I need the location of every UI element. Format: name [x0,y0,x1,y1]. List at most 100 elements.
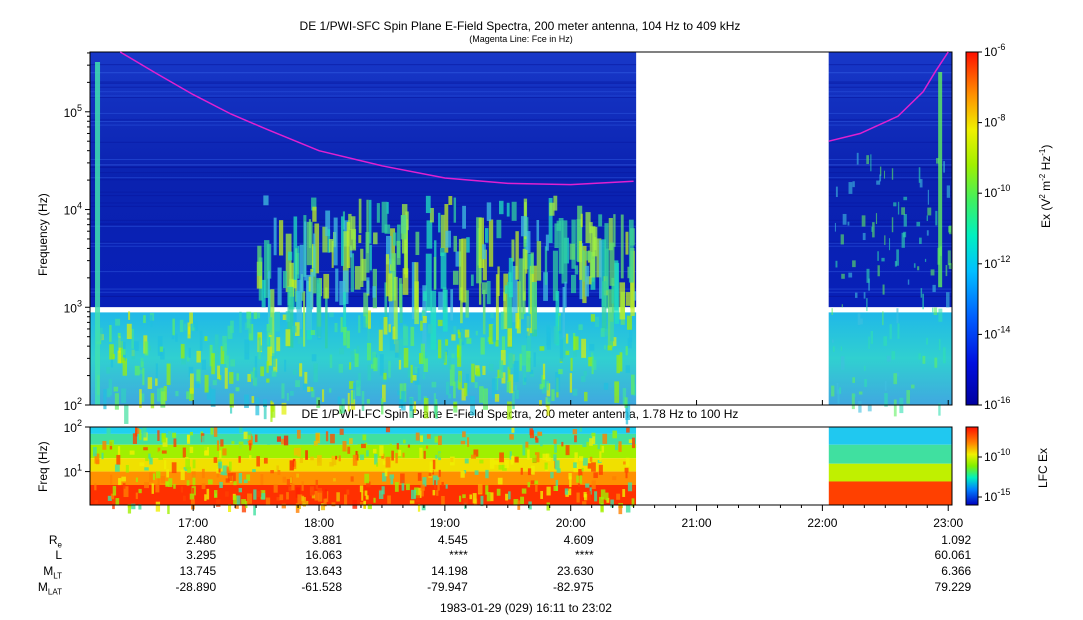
lfc-cell [360,501,365,506]
sfc-low-emission [262,399,268,408]
sfc-low-emission [379,354,384,376]
sfc-noise-line [90,159,952,161]
lfc-cell [165,481,170,487]
bottom-y-tick-label: 102 [64,418,82,435]
sfc-emission [384,282,388,332]
sfc-low-emission [251,396,255,404]
lfc-cell [148,453,151,459]
sfc-low-emission [499,360,504,378]
sfc-emission [458,239,463,301]
lfc-cell [424,454,429,458]
ephemeris-value: 3.295 [186,548,217,562]
lfc-cell [469,445,473,450]
sfc-low-emission [311,389,315,398]
lfc-cell [216,470,220,478]
sfc-low-emission [629,326,633,343]
sfc-right-emission [893,399,897,417]
sfc-right-emission [886,355,891,362]
lfc-cell [415,495,420,503]
sfc-low-emission [555,372,561,393]
lfc-cell [373,497,376,503]
sfc-low-emission [521,345,526,366]
lfc-cell [527,482,531,488]
sfc-emission [523,235,527,248]
sfc-emission [350,253,355,292]
sfc-low-emission [465,373,469,395]
sfc-low-emission [451,353,455,359]
sfc-low-emission [427,324,433,334]
lfc-cell [139,429,142,440]
sfc-emission [585,212,591,244]
lfc-cell [420,435,423,442]
sfc-low-emission [294,322,300,337]
sfc-low-emission [466,338,472,344]
sfc-low-emission [588,357,593,367]
sfc-low-emission [150,393,155,409]
lfc-cell [496,488,501,496]
sfc-low-emission [328,312,334,318]
sfc-low-emission [530,372,534,377]
lfc-cell [241,502,247,513]
sfc-low-emission [259,345,264,351]
lfc-cell [157,478,160,485]
sfc-low-emission [562,337,566,359]
sfc-emission [361,258,367,281]
sfc-noise-line [90,241,952,243]
sfc-right-emission [896,249,899,266]
lfc-cell [597,443,600,450]
lfc-cell [510,456,516,463]
lfc-cell [288,486,292,491]
colorbar-bottom-label: LFC Ex [1036,447,1050,488]
sfc-emission [481,282,488,295]
sfc-low-emission [313,363,318,383]
lfc-cell [589,487,592,495]
sfc-low-emission [285,329,291,347]
x-tick-label: 22:00 [807,516,838,530]
sfc-low-emission [524,377,527,382]
sfc-emission [402,268,409,295]
sfc-right-emission [879,174,882,182]
lfc-cell [511,427,515,433]
sfc-right-emission [948,226,951,233]
lfc-cell [238,487,242,493]
sfc-emission [452,270,459,285]
lfc-cell [291,483,295,491]
sfc-emission [396,240,401,265]
sfc-low-emission [367,364,372,381]
sfc-low-emission [539,400,542,406]
lfc-right-band [828,444,952,464]
lfc-cell [338,455,341,462]
lfc-cell [589,438,593,446]
lfc-cell [246,474,251,482]
lfc-cell [606,497,610,503]
lfc-cell [160,475,166,484]
sfc-right-emission [896,308,899,324]
lfc-cell [554,460,560,470]
sfc-low-emission [619,352,623,372]
sfc-low-emission [539,383,544,390]
sfc-low-emission [460,327,465,346]
sfc-low-emission [220,346,225,365]
sfc-emission [584,265,589,297]
lfc-cell [467,437,470,447]
sfc-noise-line [90,86,952,88]
ephemeris-value: -61.528 [301,580,343,594]
sfc-right-emission [891,351,896,360]
sfc-low-emission [492,324,496,342]
fce-line-left [119,51,634,186]
lfc-cell [403,439,406,444]
sfc-emission [303,291,306,347]
lfc-cell [144,482,149,489]
lfc-cell [203,445,208,451]
sfc-low-emission [570,357,573,371]
sfc-emission [579,241,582,280]
sfc-emission [453,197,457,223]
sfc-right-emission [930,269,935,276]
lfc-cell [433,480,437,489]
lfc-cell [469,494,473,500]
lfc-cell [325,431,329,442]
sfc-low-emission [196,350,201,363]
sfc-emission [486,202,492,221]
sfc-low-emission [565,350,570,356]
lfc-cell [279,494,284,501]
